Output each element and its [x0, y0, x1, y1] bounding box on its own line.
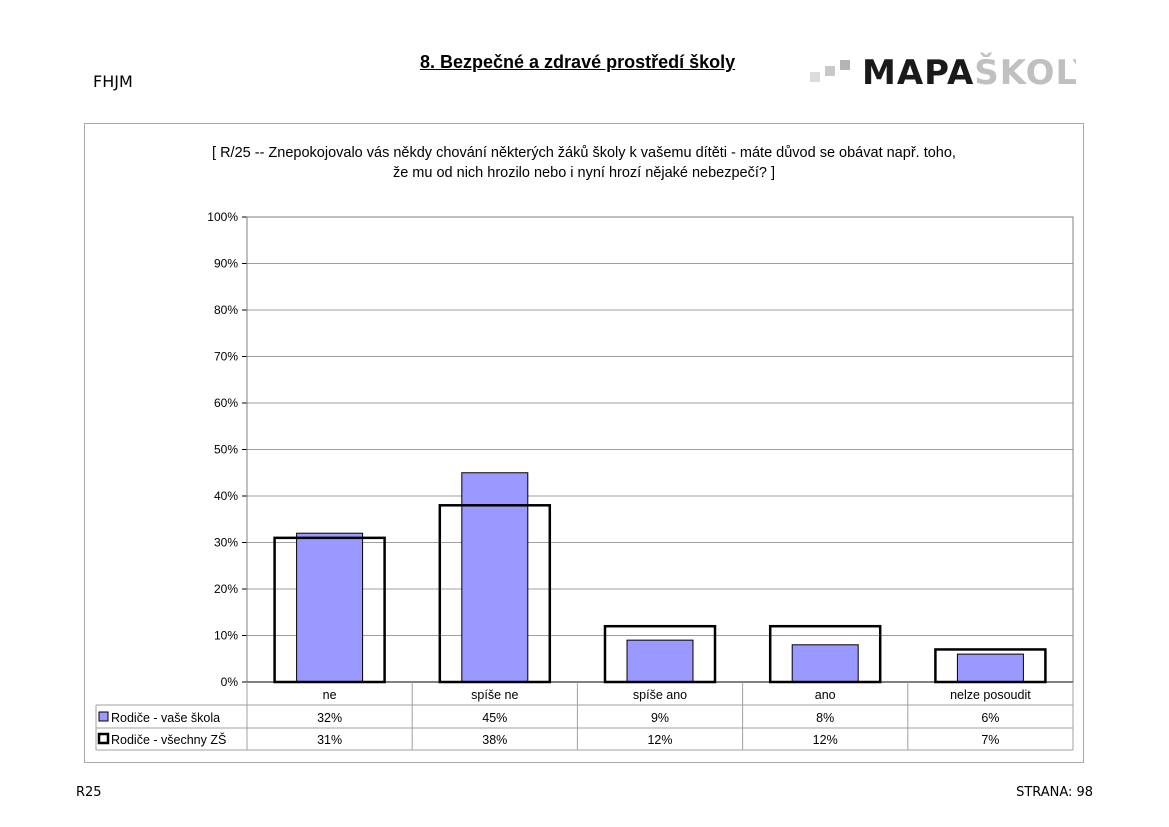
bar-series1-4 [956, 653, 1024, 683]
bar-series1-1 [461, 472, 529, 683]
page-number: 98 [1076, 785, 1093, 800]
y-tick-label: 10% [214, 629, 238, 643]
school-code: FHJM [93, 72, 133, 91]
value-label-series2-1: 38% [482, 733, 507, 747]
value-label-series1-0: 32% [317, 711, 342, 725]
value-label-series1-1: 45% [482, 711, 507, 725]
bar-series1-2 [626, 639, 694, 683]
y-tick-label: 50% [214, 443, 238, 457]
category-label-2: spíše ano [633, 688, 687, 702]
y-tick-label: 30% [214, 536, 238, 550]
legend-label-series1: Rodiče - vaše škola [111, 711, 220, 725]
legend-key-series1 [98, 711, 109, 722]
y-tick-label: 20% [214, 582, 238, 596]
y-tick-label: 80% [214, 303, 238, 317]
value-label-series2-4: 7% [981, 733, 999, 747]
logo-text-bold: MAPA [862, 53, 974, 88]
value-label-series1-3: 8% [816, 711, 834, 725]
value-label-series2-3: 12% [813, 733, 838, 747]
bar-series1-3 [791, 644, 859, 683]
legend-label-series2: Rodiče - všechny ZŠ [111, 732, 226, 747]
value-label-series1-4: 6% [981, 711, 999, 725]
chart-title-line1: [ R/25 -- Znepokojovalo vás někdy chován… [212, 145, 956, 161]
logo-text-light: ŠKOLY [974, 52, 1076, 88]
chart-frame: [ R/25 -- Znepokojovalo vás někdy chován… [84, 123, 1084, 763]
value-label-series2-0: 31% [317, 733, 342, 747]
y-tick-label: 100% [207, 210, 238, 224]
category-label-3: ano [815, 688, 836, 702]
y-tick-label: 70% [214, 350, 238, 364]
legend-key-series2 [97, 732, 110, 745]
y-tick-label: 90% [214, 257, 238, 271]
value-label-series2-2: 12% [647, 733, 672, 747]
chart-title-line2: že mu od nich hrozilo nebo i nyní hrozí … [392, 165, 776, 181]
page-label: STRANA: [1016, 785, 1073, 800]
page-title: 8. Bezpečné a zdravé prostředí školy [420, 52, 736, 72]
category-label-4: nelze posoudit [950, 688, 1031, 702]
category-label-0: ne [323, 688, 337, 702]
y-tick-label: 60% [214, 396, 238, 410]
value-label-series1-2: 9% [651, 711, 669, 725]
chart-title: [ R/25 -- Znepokojovalo vás někdy chován… [85, 143, 1083, 183]
svg-text:MAPAŠKOLY: MAPAŠKOLY [862, 52, 1076, 88]
mapa-skoly-logo: MAPAŠKOLY [810, 52, 1076, 88]
bar-chart: 0% 10% 20% 30% 40% 50% 60% 70% 80% 90% 100% ne 32% 31… [95, 210, 1074, 751]
category-label-1: spíše ne [471, 688, 518, 702]
y-tick-label: 0% [221, 675, 239, 689]
footer-code: R25 [76, 785, 102, 800]
footer-page: STRANA: 98 [1012, 785, 1093, 800]
bar-series1-0 [296, 532, 364, 683]
y-tick-label: 40% [214, 489, 238, 503]
